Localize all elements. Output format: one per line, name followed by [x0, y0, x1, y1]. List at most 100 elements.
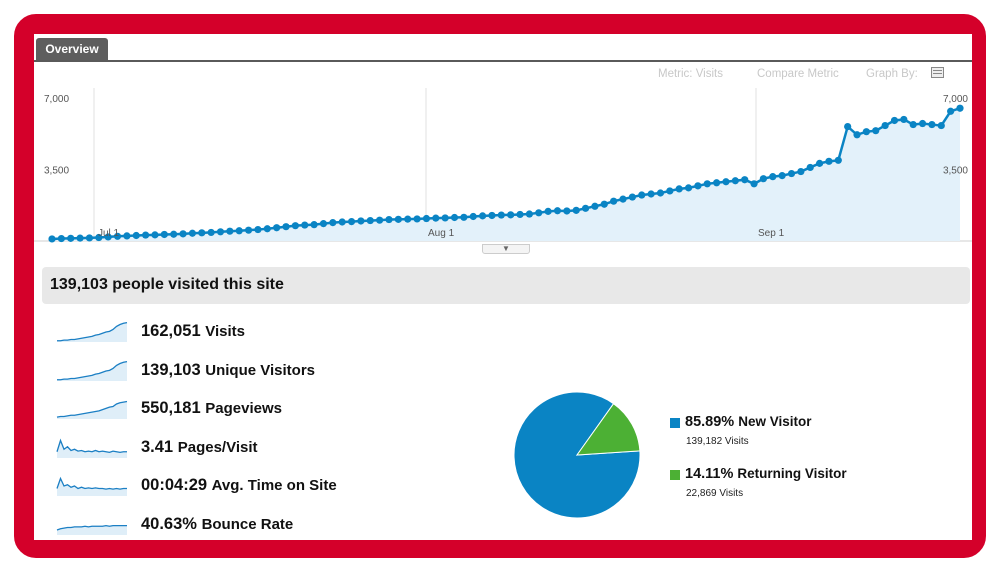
chart-point[interactable]: [656, 189, 665, 197]
chart-point[interactable]: [394, 215, 402, 223]
chart-point[interactable]: [591, 202, 599, 210]
chart-point[interactable]: [113, 232, 122, 240]
chart-point[interactable]: [638, 191, 646, 199]
chart-point[interactable]: [160, 230, 168, 239]
chart-point[interactable]: [216, 228, 225, 236]
chart-point[interactable]: [404, 215, 412, 223]
chart-point[interactable]: [329, 219, 337, 227]
chart-point[interactable]: [95, 233, 103, 242]
chart-point[interactable]: [675, 185, 683, 193]
chart-point[interactable]: [338, 218, 346, 226]
chart-point[interactable]: [67, 234, 75, 242]
chart-point[interactable]: [619, 195, 627, 203]
chart-point[interactable]: [890, 116, 899, 125]
chart-point[interactable]: [778, 172, 786, 180]
chart-point[interactable]: [422, 214, 431, 223]
chart-point[interactable]: [918, 119, 927, 128]
chart-point[interactable]: [844, 123, 852, 131]
chart-point[interactable]: [909, 120, 917, 129]
chart-point[interactable]: [928, 120, 936, 129]
chart-point[interactable]: [516, 210, 524, 219]
chart-point[interactable]: [731, 177, 739, 185]
chart-point[interactable]: [553, 207, 562, 215]
chart-point[interactable]: [815, 159, 824, 167]
chart-point[interactable]: [787, 169, 796, 178]
chart-point[interactable]: [684, 184, 693, 192]
metric-selector[interactable]: Metric: Visits: [658, 68, 723, 80]
chart-point[interactable]: [525, 210, 534, 218]
chart-point[interactable]: [900, 115, 908, 124]
chart-point[interactable]: [478, 212, 487, 220]
chart-point[interactable]: [628, 193, 636, 201]
chart-point[interactable]: [544, 207, 552, 215]
chart-point[interactable]: [376, 216, 384, 224]
metric-bounce-rate[interactable]: 40.63% Bounce Rate: [56, 513, 456, 537]
pie-slice-returning-visitor[interactable]: [575, 402, 641, 456]
chart-point[interactable]: [254, 225, 262, 234]
chart-point[interactable]: [581, 204, 590, 212]
chart-point[interactable]: [132, 231, 140, 240]
chart-point[interactable]: [853, 131, 861, 139]
chart-point[interactable]: [497, 211, 505, 219]
chart-point[interactable]: [385, 215, 393, 224]
chart-point[interactable]: [769, 173, 777, 181]
chart-point[interactable]: [123, 232, 131, 240]
chart-point[interactable]: [282, 223, 290, 231]
chart-point[interactable]: [170, 230, 178, 238]
chart-point[interactable]: [872, 127, 880, 135]
metric-pageviews[interactable]: 550,181 Pageviews: [56, 397, 456, 421]
chart-point[interactable]: [57, 234, 65, 243]
chart-point[interactable]: [188, 229, 197, 237]
graph-by-icon[interactable]: [931, 67, 944, 78]
chart-point[interactable]: [85, 234, 94, 242]
chart-point[interactable]: [310, 221, 318, 229]
compare-metric-button[interactable]: Compare Metric: [757, 68, 839, 80]
chart-point[interactable]: [703, 180, 711, 188]
chart-point[interactable]: [956, 104, 964, 112]
chart-point[interactable]: [460, 213, 468, 221]
chart-point[interactable]: [666, 187, 674, 195]
chart-point[interactable]: [535, 209, 543, 217]
metric-unique-visitors[interactable]: 139,103 Unique Visitors: [56, 359, 456, 383]
chart-point[interactable]: [347, 217, 356, 226]
chart-point[interactable]: [488, 211, 496, 220]
chart-point[interactable]: [647, 190, 655, 198]
metric-visits[interactable]: 162,051 Visits: [56, 320, 456, 344]
chart-point[interactable]: [301, 221, 309, 229]
chart-point[interactable]: [151, 231, 159, 239]
chart-point[interactable]: [722, 178, 730, 186]
chart-point[interactable]: [507, 211, 515, 219]
chart-point[interactable]: [713, 179, 721, 187]
chart-point[interactable]: [610, 197, 618, 205]
chart-point[interactable]: [937, 121, 945, 130]
chart-point[interactable]: [469, 212, 477, 221]
metric-pages-visit[interactable]: 3.41 Pages/Visit: [56, 436, 456, 460]
chart-point[interactable]: [48, 235, 56, 243]
chart-point[interactable]: [563, 207, 571, 215]
chart-point[interactable]: [235, 227, 243, 235]
chart-point[interactable]: [76, 234, 84, 242]
tab-overview[interactable]: Overview: [36, 38, 108, 60]
chart-point[interactable]: [198, 229, 206, 237]
chart-point[interactable]: [862, 128, 870, 136]
chart-point[interactable]: [600, 200, 608, 208]
chart-collapse-handle[interactable]: ▼: [482, 244, 530, 254]
chart-point[interactable]: [273, 224, 281, 232]
chart-point[interactable]: [441, 214, 449, 222]
chart-point[interactable]: [759, 175, 768, 183]
chart-point[interactable]: [244, 226, 253, 234]
chart-point[interactable]: [741, 176, 749, 184]
chart-point[interactable]: [834, 156, 842, 164]
chart-point[interactable]: [366, 216, 374, 225]
chart-point[interactable]: [947, 107, 955, 115]
metric-avg-time-on-site[interactable]: 00:04:29 Avg. Time on Site: [56, 474, 456, 498]
chart-point[interactable]: [432, 214, 440, 222]
chart-point[interactable]: [319, 220, 328, 228]
chart-point[interactable]: [207, 228, 215, 237]
chart-point[interactable]: [750, 180, 758, 188]
chart-point[interactable]: [142, 231, 150, 239]
chart-point[interactable]: [179, 230, 187, 238]
chart-point[interactable]: [806, 163, 814, 172]
chart-point[interactable]: [797, 167, 805, 176]
chart-point[interactable]: [357, 217, 365, 225]
